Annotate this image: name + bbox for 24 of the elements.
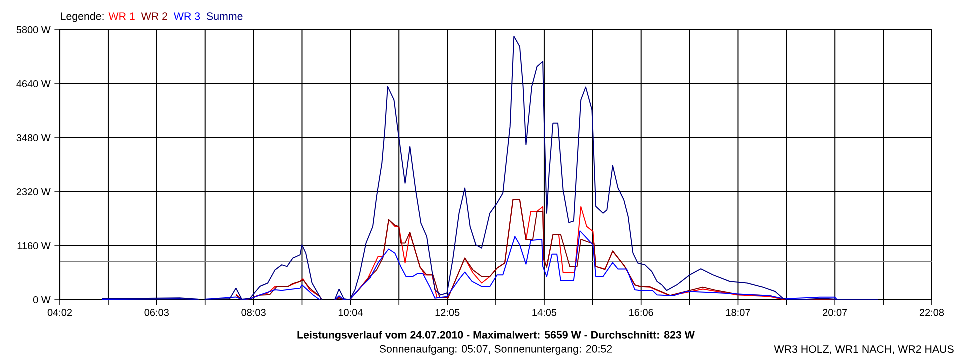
y-tick-label: 2320 W	[16, 188, 51, 196]
y-tick-label: 1160 W	[18, 242, 51, 250]
text: WR3 HOLZ, WR1 NACH, WR2 HAUS	[774, 346, 954, 354]
x-tick-label: 12:05	[436, 309, 460, 316]
text: Sonnenaufgang: 05:07, Sonnenuntergang: 20:52	[380, 345, 612, 355]
x-tick-label: 10:04	[338, 309, 363, 316]
text: WR 3	[174, 12, 200, 20]
text: Summe	[206, 12, 243, 20]
x-tick-label: 04:02	[48, 309, 72, 316]
x-tick-label: 20:07	[823, 309, 848, 316]
legend-title: Legende:	[61, 12, 104, 22]
text: WR 1	[108, 12, 135, 20]
x-tick-label: 16:06	[630, 309, 654, 316]
x-tick-label: 22:08	[920, 309, 944, 316]
y-tick-label: 0 W	[33, 296, 51, 304]
x-tick-label: 14:05	[532, 309, 557, 316]
text: WR 2	[141, 12, 168, 20]
text: Leistungsverlauf vom 24.07.2010 - Maximalwert: 5659 W - Durchschnitt: 823 W	[298, 330, 695, 341]
y-tick-label: 3480 W	[16, 134, 51, 142]
x-tick-label: 06:03	[144, 309, 169, 316]
x-tick-label: 08:03	[242, 309, 266, 316]
y-tick-label: 4640 W	[16, 80, 51, 88]
y-tick-label: 5800 W	[16, 26, 51, 34]
x-tick-label: 18:07	[726, 309, 750, 316]
